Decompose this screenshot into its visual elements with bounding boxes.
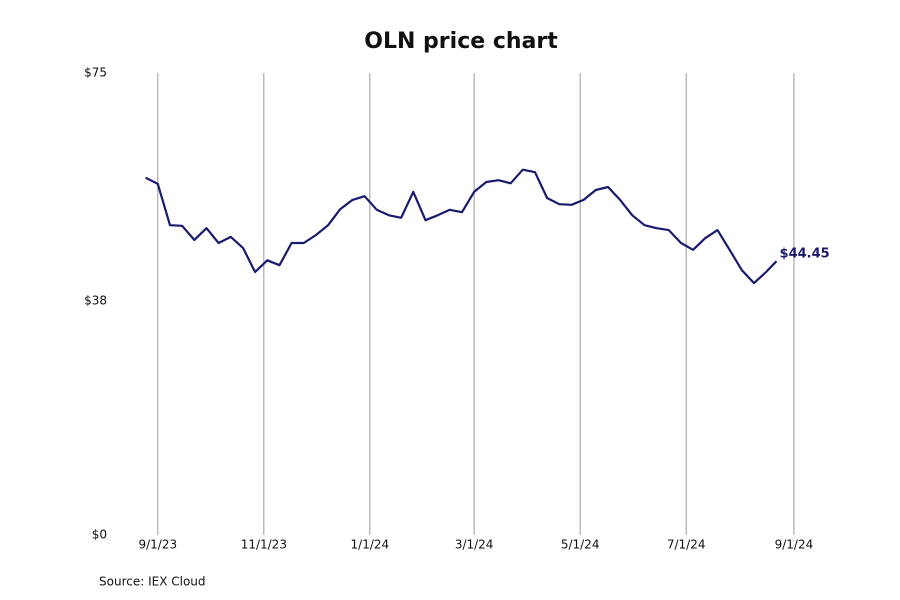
y-tick-label: $75 — [84, 66, 107, 80]
x-tick-label: 3/1/24 — [455, 538, 494, 552]
x-tick-label: 9/1/24 — [775, 538, 814, 552]
price-line — [145, 168, 778, 285]
x-tick-label: 9/1/23 — [138, 538, 177, 552]
chart-title: OLN price chart — [364, 29, 558, 54]
x-tick-label: 7/1/24 — [667, 538, 706, 552]
y-tick-label: $0 — [92, 528, 107, 542]
x-tick-label: 11/1/23 — [241, 538, 287, 552]
x-tick-label: 1/1/24 — [351, 538, 390, 552]
x-tick-label: 5/1/24 — [561, 538, 600, 552]
value-label: $44.45 — [780, 247, 830, 262]
y-tick-label: $38 — [84, 293, 107, 307]
source-note: Source: IEX Cloud — [99, 575, 206, 589]
